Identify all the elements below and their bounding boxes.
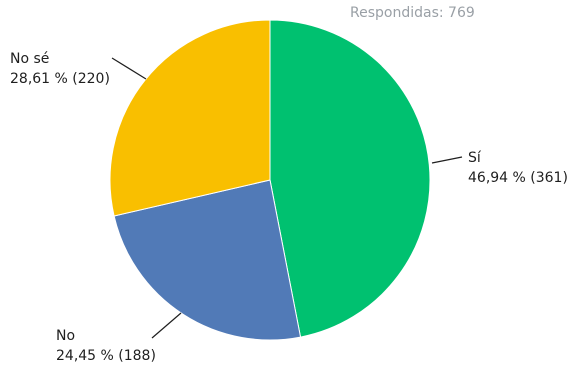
slice-detail-2: 24,45 % (188) <box>56 348 156 364</box>
slice-label-1: Sí <box>468 150 482 166</box>
leader-line-3 <box>111 57 147 80</box>
slice-labels: Sí 46,94 % (361) No 24,45 % (188) No sé 28,61… <box>10 51 568 364</box>
answered-count: Respondidas: 769 <box>350 5 475 21</box>
slice-label-3: No sé <box>10 51 49 67</box>
pie-slice-2[interactable] <box>113 179 302 341</box>
leader-line-2 <box>151 312 182 339</box>
pie-slice-3[interactable] <box>109 19 271 217</box>
leader-line-1 <box>431 156 463 164</box>
leader-lines <box>111 57 463 339</box>
slice-label-2: No <box>56 328 75 344</box>
pie-slices <box>109 19 431 341</box>
pie-slice-1[interactable] <box>269 19 431 338</box>
slice-detail-1: 46,94 % (361) <box>468 170 568 186</box>
slice-detail-3: 28,61 % (220) <box>10 71 110 87</box>
